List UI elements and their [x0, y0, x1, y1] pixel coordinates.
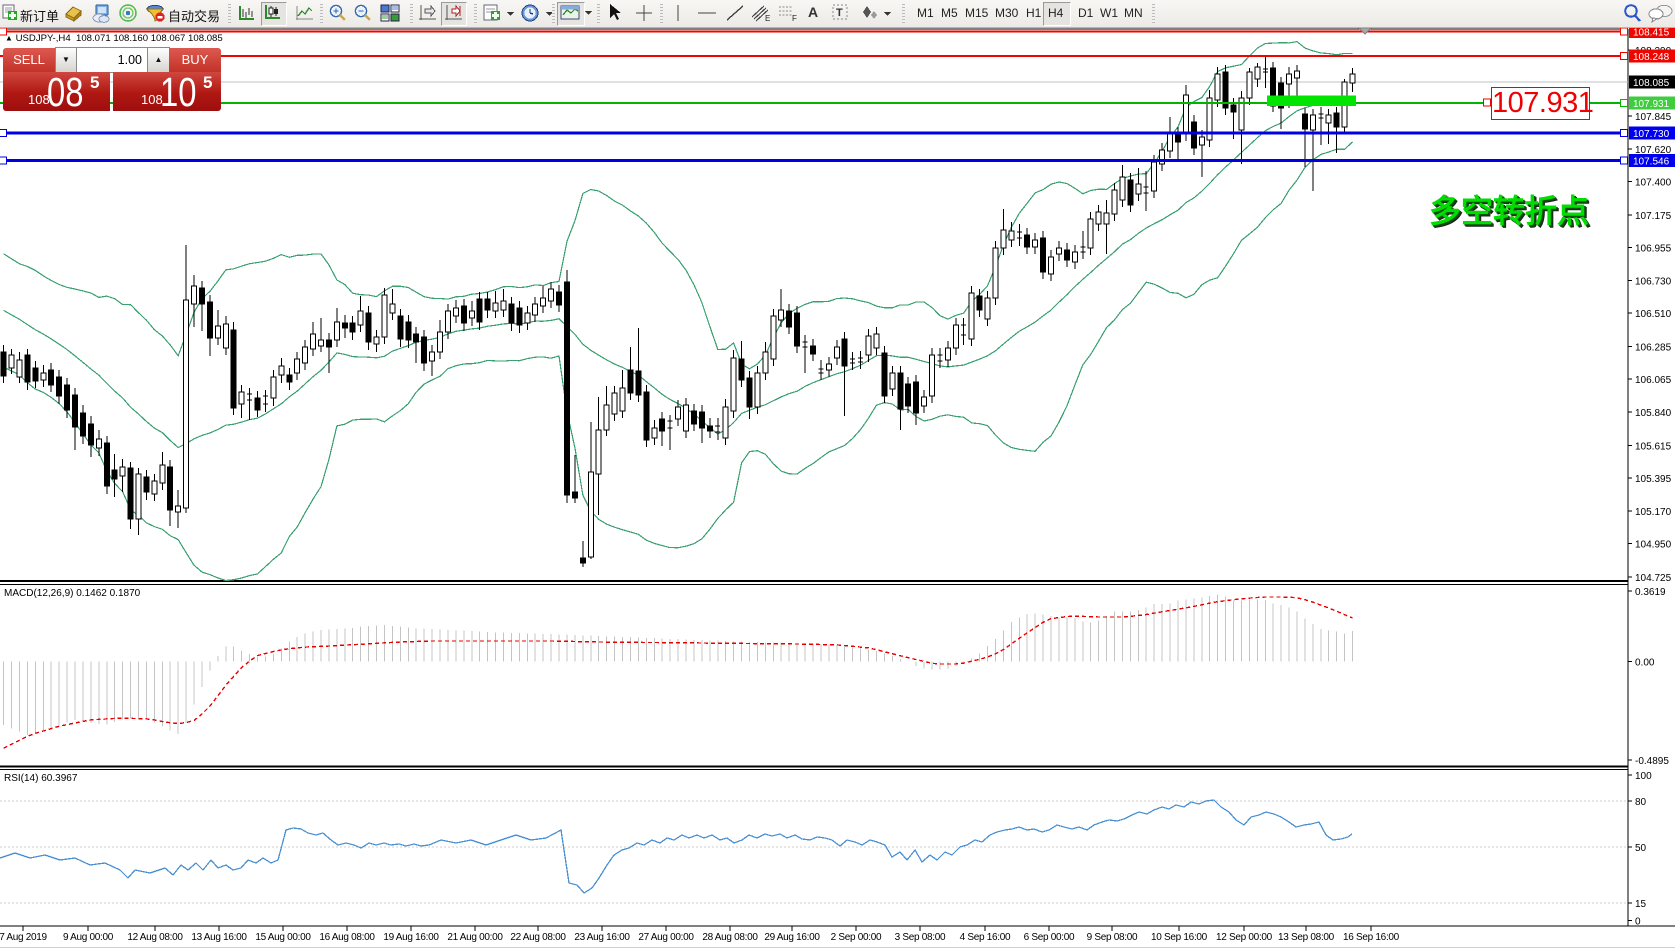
svg-text:105.395: 105.395	[1635, 474, 1672, 485]
svg-text:104.950: 104.950	[1635, 540, 1672, 551]
svg-text:15 Aug 00:00: 15 Aug 00:00	[255, 932, 311, 943]
svg-text:3 Sep 08:00: 3 Sep 08:00	[895, 932, 946, 943]
svg-text:108.248: 108.248	[1633, 52, 1670, 63]
svg-text:23 Aug 16:00: 23 Aug 16:00	[574, 932, 630, 943]
svg-text:105.840: 105.840	[1635, 408, 1672, 419]
svg-text:106.510: 106.510	[1635, 309, 1672, 320]
svg-text:19 Aug 16:00: 19 Aug 16:00	[383, 932, 439, 943]
svg-text:9 Sep 08:00: 9 Sep 08:00	[1087, 932, 1138, 943]
svg-text:9 Aug 00:00: 9 Aug 00:00	[63, 932, 114, 943]
svg-text:15: 15	[1635, 899, 1647, 910]
svg-text:106.955: 106.955	[1635, 243, 1672, 254]
svg-text:28 Aug 08:00: 28 Aug 08:00	[702, 932, 758, 943]
svg-text:29 Aug 16:00: 29 Aug 16:00	[764, 932, 820, 943]
svg-text:50: 50	[1635, 843, 1647, 854]
svg-text:100: 100	[1635, 771, 1652, 782]
svg-text:13 Sep 08:00: 13 Sep 08:00	[1278, 932, 1335, 943]
svg-text:27 Aug 00:00: 27 Aug 00:00	[638, 932, 694, 943]
svg-text:107.546: 107.546	[1633, 156, 1670, 167]
svg-text:F: F	[792, 14, 797, 23]
svg-text:108.085: 108.085	[1633, 78, 1670, 89]
svg-text:0: 0	[1635, 917, 1641, 928]
svg-text:108.415: 108.415	[1633, 27, 1670, 38]
svg-text:22 Aug 08:00: 22 Aug 08:00	[510, 932, 566, 943]
svg-text:107.845: 107.845	[1635, 112, 1672, 123]
svg-text:107.931: 107.931	[1633, 99, 1670, 110]
svg-text:-0.4895: -0.4895	[1635, 756, 1669, 767]
svg-text:4 Sep 16:00: 4 Sep 16:00	[960, 932, 1011, 943]
svg-text:107.620: 107.620	[1635, 145, 1672, 156]
svg-text:E: E	[765, 14, 770, 23]
svg-text:104.725: 104.725	[1635, 573, 1672, 584]
svg-text:107.175: 107.175	[1635, 211, 1672, 222]
svg-text:106.065: 106.065	[1635, 375, 1672, 386]
svg-text:12 Aug 08:00: 12 Aug 08:00	[127, 932, 183, 943]
svg-text:12 Sep 00:00: 12 Sep 00:00	[1216, 932, 1273, 943]
svg-text:RSI(14) 60.3967: RSI(14) 60.3967	[4, 773, 78, 784]
svg-text:T: T	[836, 7, 843, 19]
svg-text:107.730: 107.730	[1633, 129, 1670, 140]
svg-text:21 Aug 00:00: 21 Aug 00:00	[447, 932, 503, 943]
svg-text:106.730: 106.730	[1635, 277, 1672, 288]
svg-text:106.285: 106.285	[1635, 342, 1672, 353]
svg-text:MACD(12,26,9) 0.1462 0.1870: MACD(12,26,9) 0.1462 0.1870	[4, 588, 141, 599]
svg-text:16 Sep 16:00: 16 Sep 16:00	[1343, 932, 1400, 943]
svg-text:105.170: 105.170	[1635, 507, 1672, 518]
svg-text:13 Aug 16:00: 13 Aug 16:00	[191, 932, 247, 943]
svg-text:80: 80	[1635, 797, 1647, 808]
svg-text:105.615: 105.615	[1635, 441, 1672, 452]
svg-text:7 Aug 2019: 7 Aug 2019	[0, 932, 48, 943]
svg-text:107.400: 107.400	[1635, 178, 1672, 189]
svg-text:0.00: 0.00	[1635, 658, 1655, 669]
svg-text:6 Sep 00:00: 6 Sep 00:00	[1024, 932, 1075, 943]
svg-text:0.3619: 0.3619	[1635, 587, 1666, 598]
svg-text:2 Sep 00:00: 2 Sep 00:00	[831, 932, 882, 943]
svg-text:10 Sep 16:00: 10 Sep 16:00	[1151, 932, 1208, 943]
svg-text:16 Aug 08:00: 16 Aug 08:00	[319, 932, 375, 943]
